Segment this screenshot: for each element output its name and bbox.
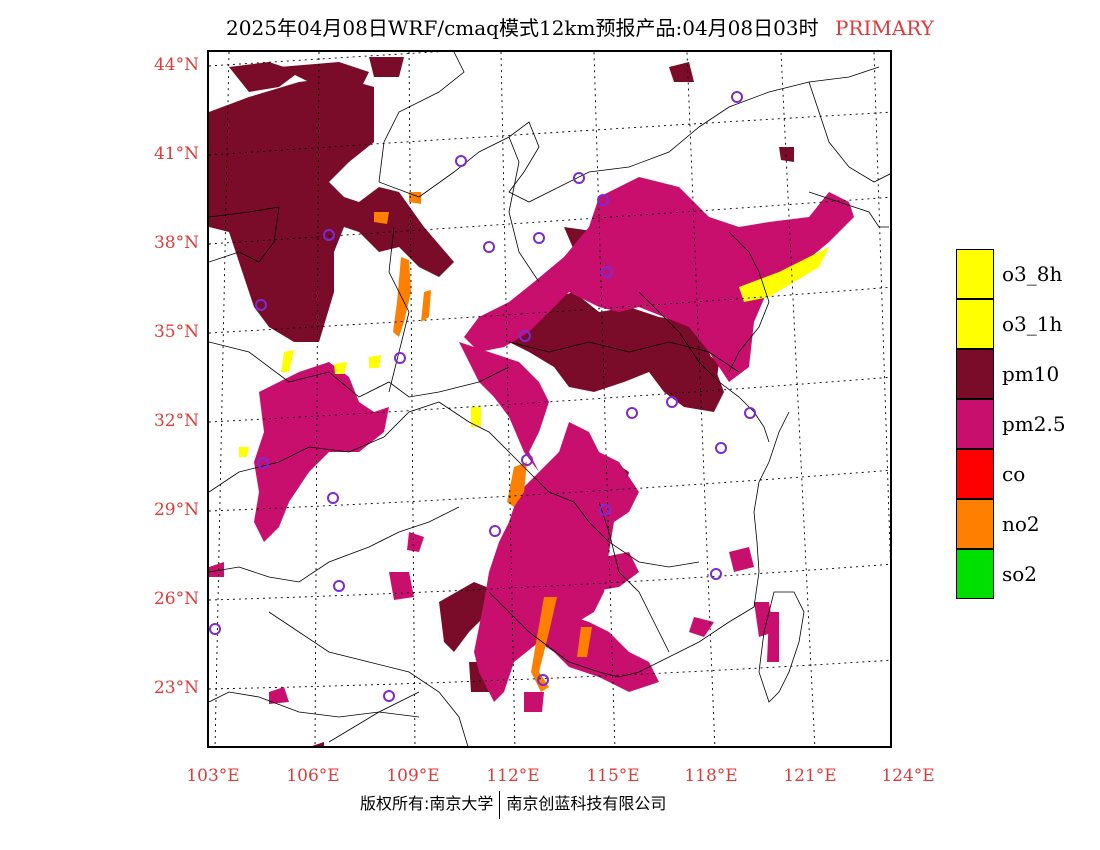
legend-item-o3-8h: o3_8h [956,249,1096,299]
station-marker [521,454,533,466]
legend-swatch [956,349,994,399]
station-marker [573,172,585,184]
pm25-regions [209,177,854,712]
lon-label-118: 118°E [684,766,738,786]
lon-label-124: 124°E [881,766,935,786]
lon-label-115: 115°E [586,766,640,786]
map-title-tag: PRIMARY [834,16,934,40]
lat-label-23: 23°N [153,678,199,698]
station-marker [333,580,345,592]
station-marker [483,241,495,253]
lon-label-106: 106°E [286,766,340,786]
map-canvas [209,52,890,746]
lon-label-112: 112°E [486,766,540,786]
station-marker [323,229,335,241]
station-marker [519,330,531,342]
station-marker [715,442,727,454]
map-title-main: 2025年04月08日WRF/cmaq模式12km预报产品:04月08日03时 [226,16,819,40]
footer-divider [499,790,501,819]
copyright-footer: 版权所有:南京大学 南京创蓝科技有限公司 [360,790,760,819]
station-marker [599,504,611,516]
station-marker [257,457,269,469]
legend-label: no2 [1002,512,1040,536]
station-marker [327,492,339,504]
lon-label-121: 121°E [783,766,837,786]
lat-label-41: 41°N [153,144,199,164]
o3-regions [239,247,829,457]
lon-label-109: 109°E [386,766,440,786]
station-marker [255,299,267,311]
station-marker [533,232,545,244]
legend-swatch [956,299,994,349]
pm10-regions [209,57,794,746]
legend-label: pm2.5 [1002,412,1066,436]
station-marker [744,407,756,419]
legend-item-pm25: pm2.5 [956,399,1096,449]
legend-swatch [956,549,994,599]
legend-item-pm10: pm10 [956,349,1096,399]
legend-item-co: co [956,449,1096,499]
station-marker [489,525,501,537]
station-marker [209,623,221,635]
legend-swatch [956,449,994,499]
station-marker [537,674,549,686]
station-marker [731,91,743,103]
legend-label: o3_8h [1002,262,1063,286]
legend-label: so2 [1002,562,1038,586]
copyright-company: 南京创蓝科技有限公司 [506,794,667,813]
graticule [209,52,890,746]
lon-label-103: 103°E [186,766,240,786]
legend-label: co [1002,462,1026,486]
legend-swatch [956,499,994,549]
station-marker [666,396,678,408]
boundaries [209,52,890,746]
lat-label-26: 26°N [153,589,199,609]
lat-label-32: 32°N [153,411,199,431]
lat-label-35: 35°N [153,322,199,342]
map-panel[interactable] [207,50,892,748]
stations [209,91,756,702]
legend-item-so2: so2 [956,549,1096,599]
station-marker [710,568,722,580]
legend-item-no2: no2 [956,499,1096,549]
station-marker [597,194,609,206]
station-marker [626,407,638,419]
legend-swatch [956,249,994,299]
legend-label: pm10 [1002,362,1060,386]
lat-label-29: 29°N [153,500,199,520]
station-marker [601,266,613,278]
map-title: 2025年04月08日WRF/cmaq模式12km预报产品:04月08日03时 … [150,12,1010,41]
legend-label: o3_1h [1002,312,1063,336]
no2-regions [374,192,592,692]
legend-swatch [956,399,994,449]
legend-item-o3-1h: o3_1h [956,299,1096,349]
station-marker [383,690,395,702]
station-marker [394,352,406,364]
copyright-owner: 版权所有:南京大学 [360,794,494,813]
lat-label-44: 44°N [153,55,199,75]
station-marker [455,155,467,167]
lat-label-38: 38°N [153,233,199,253]
legend: o3_8h o3_1h pm10 pm2.5 co no2 so2 [956,249,1096,599]
